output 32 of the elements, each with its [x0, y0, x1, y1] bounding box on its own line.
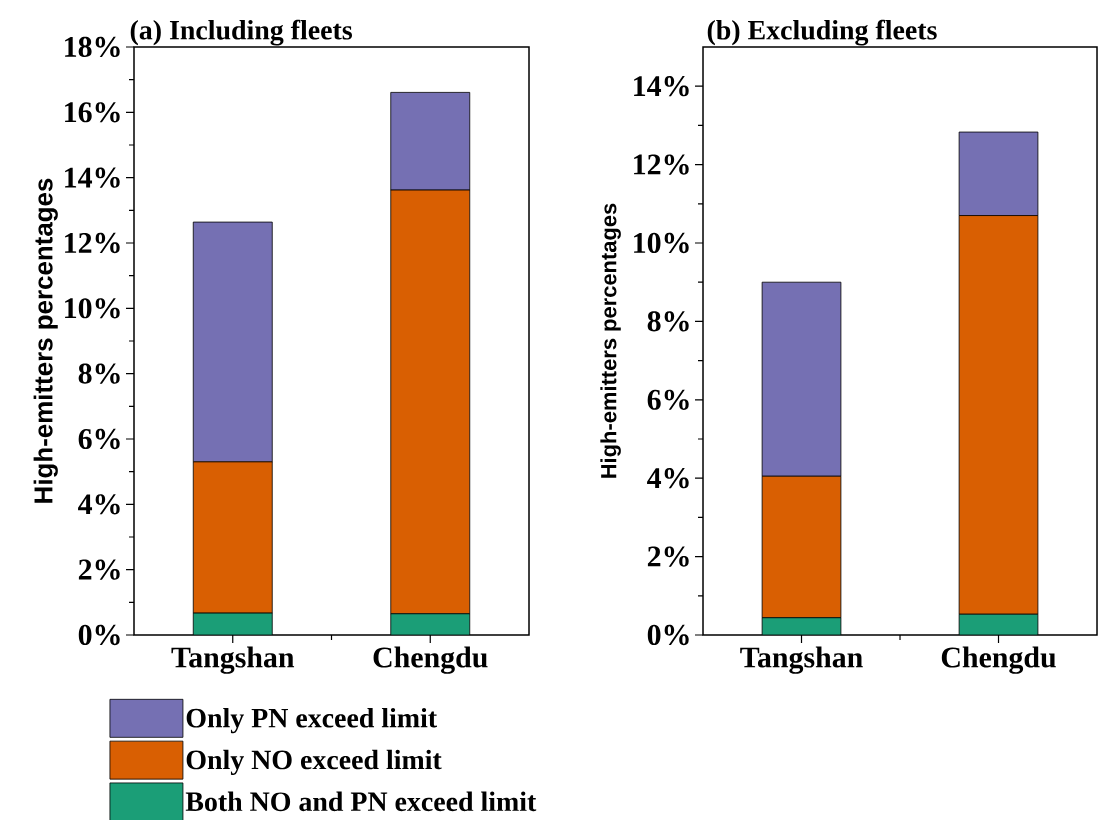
legend-label: Only NO exceed limit — [186, 749, 442, 776]
y-tick-label: 16% — [65, 102, 120, 123]
y-tick-label: 4% — [78, 494, 120, 515]
x-tick-label: Chengdu — [941, 646, 1056, 674]
bar — [761, 617, 842, 635]
y-tick-label: 8% — [78, 363, 120, 384]
y-tick-label: 12% — [65, 232, 120, 254]
y-axis-title: High-emitters percentages — [33, 178, 58, 503]
y-tick-label: 6% — [78, 428, 120, 450]
x-tick-label: Tangshan — [171, 646, 295, 674]
x-tick-label: Chengdu — [373, 646, 488, 674]
y-tick-label: 18% — [65, 36, 120, 58]
y-tick-label: 2% — [78, 559, 120, 580]
y-tick-label: 10% — [634, 232, 689, 254]
y-tick-label: 6% — [647, 389, 689, 410]
y-tick-label: 2% — [647, 546, 689, 567]
x-tick-label: Tangshan — [740, 646, 863, 674]
bar — [192, 612, 273, 635]
y-tick-label: 14% — [634, 76, 689, 97]
bar — [390, 613, 471, 635]
chart-title: (b) Excluding fleets — [707, 19, 937, 46]
legend-label: Only PN exceed limit — [186, 707, 437, 734]
y-tick-label: 12% — [634, 154, 689, 175]
legend-label: Both NO and PN exceed limit — [185, 791, 537, 812]
y-axis-title: High-emitters percentages — [600, 203, 621, 478]
y-tick-label: 14% — [65, 167, 120, 188]
y-tick-label: 10% — [65, 298, 120, 319]
y-tick-label: 8% — [647, 311, 689, 332]
y-tick-label: 0% — [647, 624, 689, 646]
y-tick-label: 4% — [647, 468, 689, 489]
y-tick-label: 0% — [78, 624, 120, 646]
chart-title: (a) Including fleets — [130, 19, 352, 46]
